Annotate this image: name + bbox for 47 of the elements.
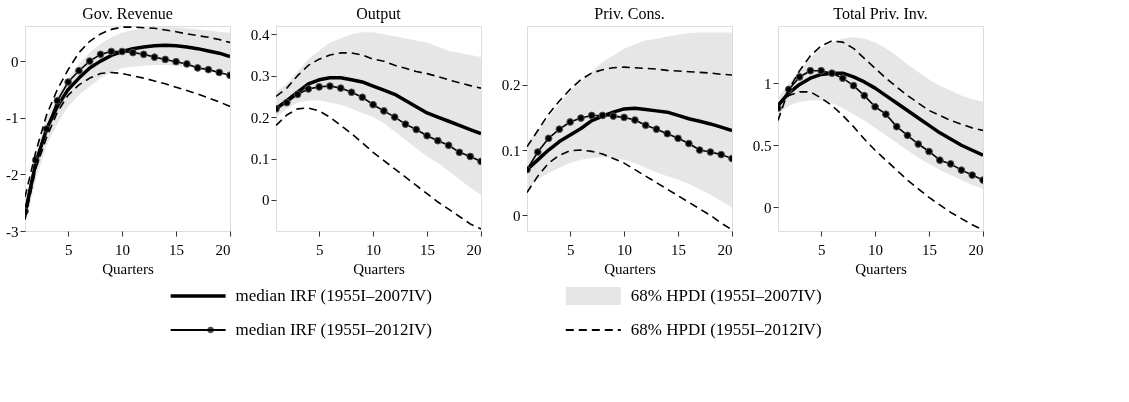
y-tick-label: 0 <box>11 53 19 70</box>
x-axis-title: Quarters <box>353 260 405 277</box>
x-tick-label: 15 <box>420 241 436 258</box>
y-tick-label: 0.1 <box>250 151 270 168</box>
x-tick-label: 15 <box>169 241 185 258</box>
y-tick-label: 0 <box>764 199 772 216</box>
x-tick-label: 20 <box>215 241 231 258</box>
y-tick-label: 0.2 <box>501 77 521 94</box>
y-tick-label: 0 <box>262 192 270 209</box>
x-tick-label: 15 <box>671 241 687 258</box>
x-tick-label: 20 <box>968 241 984 258</box>
x-tick-label: 5 <box>817 241 826 258</box>
x-tick-label: 15 <box>922 241 938 258</box>
x-axis-title: Quarters <box>855 260 907 277</box>
x-tick-label: 5 <box>64 241 73 258</box>
y-tick-label: 0.2 <box>250 109 270 126</box>
x-axis-title: Quarters <box>604 260 656 277</box>
y-tick-label: 1 <box>764 75 772 92</box>
x-tick-label: 5 <box>566 241 575 258</box>
x-axis-title: Quarters <box>102 260 154 277</box>
chart-title: Priv. Cons. <box>594 5 665 22</box>
y-tick-label: 0.5 <box>752 137 772 154</box>
legend-label: 68% HPDI (1955I–2012IV) <box>630 320 822 339</box>
y-tick-label: -2 <box>6 166 19 183</box>
y-tick-label: -3 <box>6 223 19 240</box>
y-tick-label: 0.4 <box>250 26 270 43</box>
x-tick-label: 20 <box>717 241 733 258</box>
legend-label: median IRF (1955I–2007IV) <box>235 286 433 305</box>
y-tick-label: 0.3 <box>250 68 270 85</box>
line-series <box>276 52 481 98</box>
chart-title: Output <box>356 5 402 23</box>
x-tick-label: 10 <box>366 241 382 258</box>
line-series <box>527 149 732 231</box>
y-tick-label: -1 <box>6 110 19 127</box>
y-tick-label: 0 <box>513 207 521 224</box>
x-tick-label: 10 <box>617 241 633 258</box>
x-tick-label: 20 <box>466 241 482 258</box>
chart-title: Total Priv. Inv. <box>833 5 928 22</box>
chart-title: Gov. Revenue <box>82 5 173 22</box>
x-tick-label: 10 <box>868 241 884 258</box>
legend-label: 68% HPDI (1955I–2007IV) <box>630 286 822 305</box>
line-series <box>527 66 732 148</box>
x-tick-label: 5 <box>315 241 324 258</box>
x-tick-label: 10 <box>115 241 131 258</box>
line-series <box>276 107 481 230</box>
legend-label: median IRF (1955I–2012IV) <box>235 320 433 339</box>
y-tick-label: 0.1 <box>501 142 521 159</box>
